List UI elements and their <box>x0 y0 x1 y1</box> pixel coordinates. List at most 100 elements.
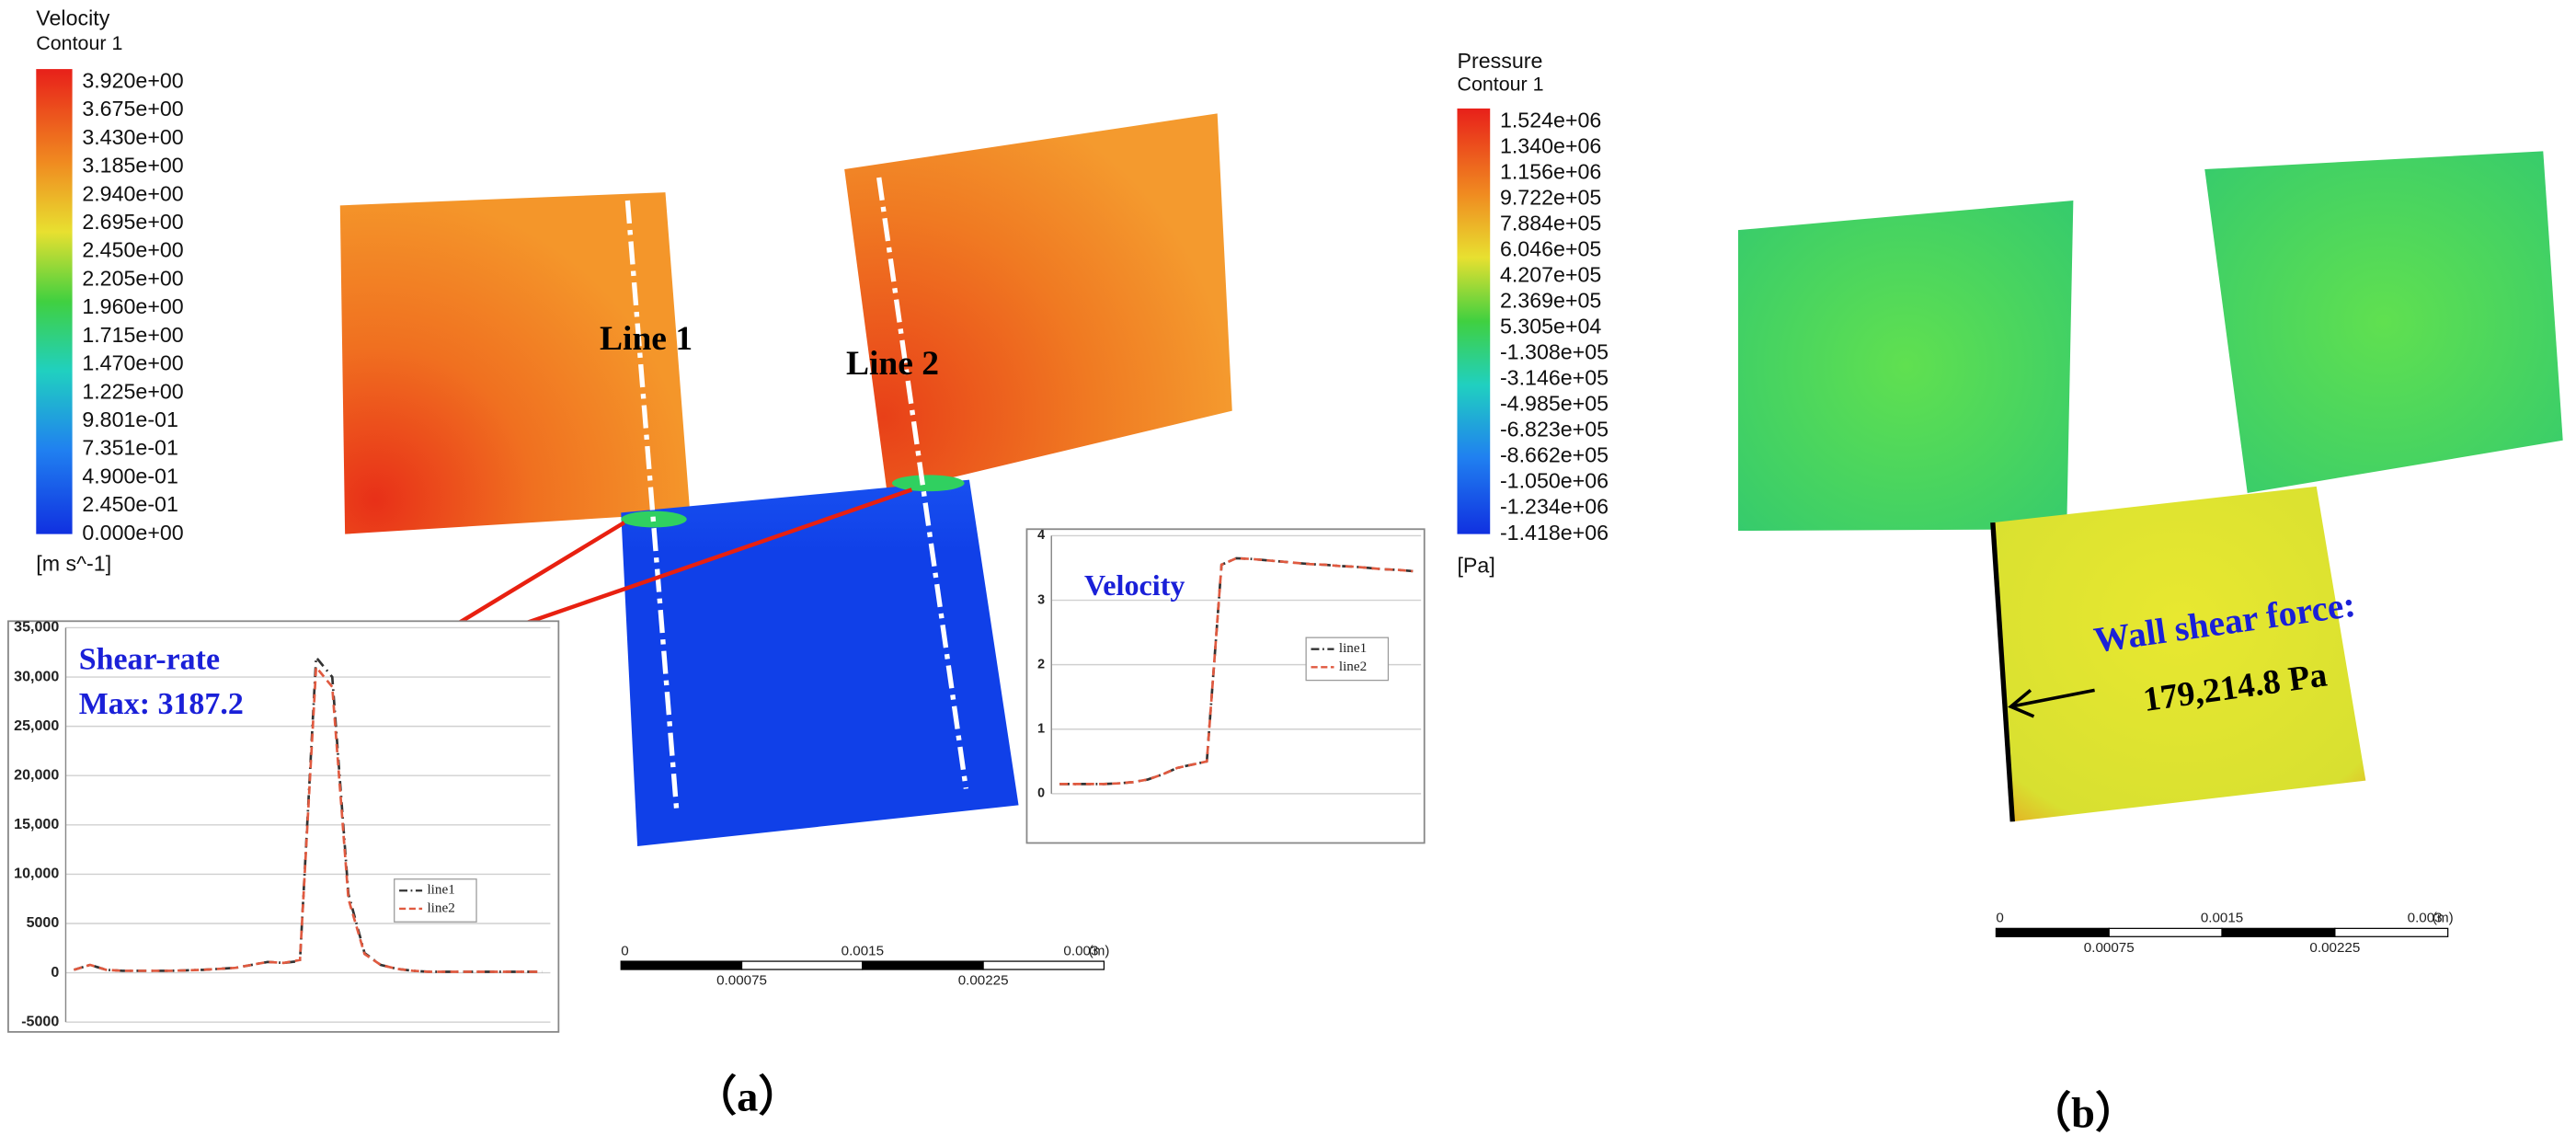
colorbar-labels: 3.920e+00 3.675e+00 3.430e+00 3.185e+00 2.94… <box>82 69 183 545</box>
line-series <box>73 663 543 973</box>
contour-block <box>844 113 1232 493</box>
legend-label: line1 <box>427 882 454 898</box>
y-tick-label: 4 <box>1037 528 1045 543</box>
y-tick-label: 2 <box>1037 657 1045 671</box>
contour-block <box>339 192 691 534</box>
colorbar-label: 1.156e+06 <box>1500 159 1601 183</box>
colorbar-label: -1.050e+06 <box>1500 469 1609 493</box>
colorbar-label: 7.351e-01 <box>82 436 178 460</box>
y-tick-label: -5000 <box>21 1013 59 1029</box>
colorbar-label: 6.046e+05 <box>1500 237 1601 261</box>
contour-block <box>1737 200 2074 532</box>
colorbar-label: 3.430e+00 <box>82 125 183 149</box>
colorbar <box>1457 108 1491 534</box>
legend-title: Velocity <box>36 6 109 30</box>
colorbar-label: 4.900e-01 <box>82 464 178 487</box>
colorbar-label: 5.305e+04 <box>1500 315 1601 338</box>
annotation: Line 2 <box>846 345 939 383</box>
y-tick-label: 3 <box>1037 592 1045 607</box>
scale-label: 0.00075 <box>2084 940 2135 956</box>
wall-edge <box>1990 522 2015 822</box>
colorbar <box>36 69 73 534</box>
chart-annotation: Max: 3187.2 <box>79 687 244 721</box>
colorbar-label: 4.207e+05 <box>1500 263 1601 287</box>
legend-unit: [m s^-1] <box>36 552 111 576</box>
chart-title: Velocity <box>1084 568 1185 602</box>
colorbar-label: 1.340e+06 <box>1500 133 1601 157</box>
y-tick-label: 0 <box>1037 786 1045 801</box>
scale-label: 0.003 <box>1063 943 1098 958</box>
scale-label: 0.0015 <box>841 943 884 958</box>
colorbar-label: 7.884e+05 <box>1500 211 1601 235</box>
scale-label: 0.00075 <box>716 973 767 989</box>
scale-label: 0.003 <box>2408 911 2443 926</box>
panel-label: （b） <box>2029 1089 2138 1137</box>
legend-label: line2 <box>1339 659 1367 674</box>
chart-frame <box>7 620 560 1033</box>
scale-segment <box>620 960 743 970</box>
colorbar-label: 1.524e+06 <box>1500 108 1601 132</box>
colorbar-label: 1.225e+00 <box>82 379 183 403</box>
colorbar-label: 3.920e+00 <box>82 69 183 93</box>
chart-frame <box>1025 528 1425 844</box>
colorbar-label: 3.185e+00 <box>82 154 183 178</box>
colorbar-label: 1.960e+00 <box>82 294 183 318</box>
colorbar-label: 2.940e+00 <box>82 181 183 205</box>
y-tick-label: 0 <box>51 964 59 981</box>
contour-block <box>621 479 1019 847</box>
arrow <box>2010 688 2095 708</box>
scale-segment <box>2334 927 2449 937</box>
scale-segment <box>2108 927 2223 937</box>
colorbar-label: 0.000e+00 <box>82 521 183 545</box>
colorbar-label: -3.146e+05 <box>1500 366 1609 390</box>
contour-block <box>2204 151 2563 493</box>
y-tick-label: 35,000 <box>14 619 59 636</box>
y-tick-label: 10,000 <box>14 866 59 882</box>
y-tick-label: 30,000 <box>14 668 59 684</box>
scale-segment <box>1995 927 2110 937</box>
colorbar-label: 1.470e+00 <box>82 351 183 375</box>
colorbar-label: 2.450e+00 <box>82 238 183 262</box>
colorbar-label: 2.450e-01 <box>82 492 178 516</box>
contour-block <box>1992 486 2366 822</box>
colorbar-label: 2.205e+00 <box>82 266 183 290</box>
colorbar-label: -1.308e+05 <box>1500 340 1609 364</box>
scale-label: 0 <box>1996 911 2003 926</box>
colorbar-label: -1.234e+06 <box>1500 495 1609 519</box>
legend-unit: [Pa] <box>1457 553 1494 577</box>
colorbar-label: 9.801e-01 <box>82 407 178 431</box>
y-tick-label: 5000 <box>27 914 60 931</box>
arrow-head <box>2008 688 2035 718</box>
y-tick-label: 25,000 <box>14 717 59 734</box>
colorbar-labels: 1.524e+061.340e+061.156e+069.722e+057.88… <box>1500 108 1609 544</box>
y-tick-label: 15,000 <box>14 816 59 832</box>
scale-label: 0.0015 <box>2201 911 2243 926</box>
colorbar-label: 9.722e+05 <box>1500 185 1601 209</box>
colorbar-label: 2.369e+05 <box>1500 289 1601 313</box>
colorbar-label: -4.985e+05 <box>1500 392 1609 416</box>
legend-subtitle: Contour 1 <box>1457 74 1543 96</box>
colorbar-label: -6.823e+05 <box>1500 418 1609 442</box>
colorbar-label: -8.662e+05 <box>1500 443 1609 467</box>
y-tick-label: 1 <box>1037 722 1045 737</box>
legend-box <box>394 878 477 923</box>
colorbar-label: 1.715e+00 <box>82 323 183 347</box>
scale-label: 0.00225 <box>958 973 1009 989</box>
legend-label: line2 <box>427 900 454 915</box>
scale-segment <box>740 960 864 970</box>
probe-line <box>624 200 680 814</box>
legend-subtitle: Contour 1 <box>36 32 122 54</box>
charts: -5000 0 5000 10,000 15,000 20,000 25,000 30,000… <box>7 528 1425 1033</box>
y-tick-label: 20,000 <box>14 766 59 783</box>
contour-hotspot <box>891 475 965 492</box>
annotation: Line 1 <box>600 320 693 358</box>
line-series <box>1059 556 1414 786</box>
legend-box <box>1305 637 1390 682</box>
scale-label: 0.00225 <box>2309 940 2360 956</box>
chart-annotation: Shear-rate <box>79 643 220 677</box>
scale-segment <box>982 960 1105 970</box>
scale-segment <box>862 960 984 970</box>
